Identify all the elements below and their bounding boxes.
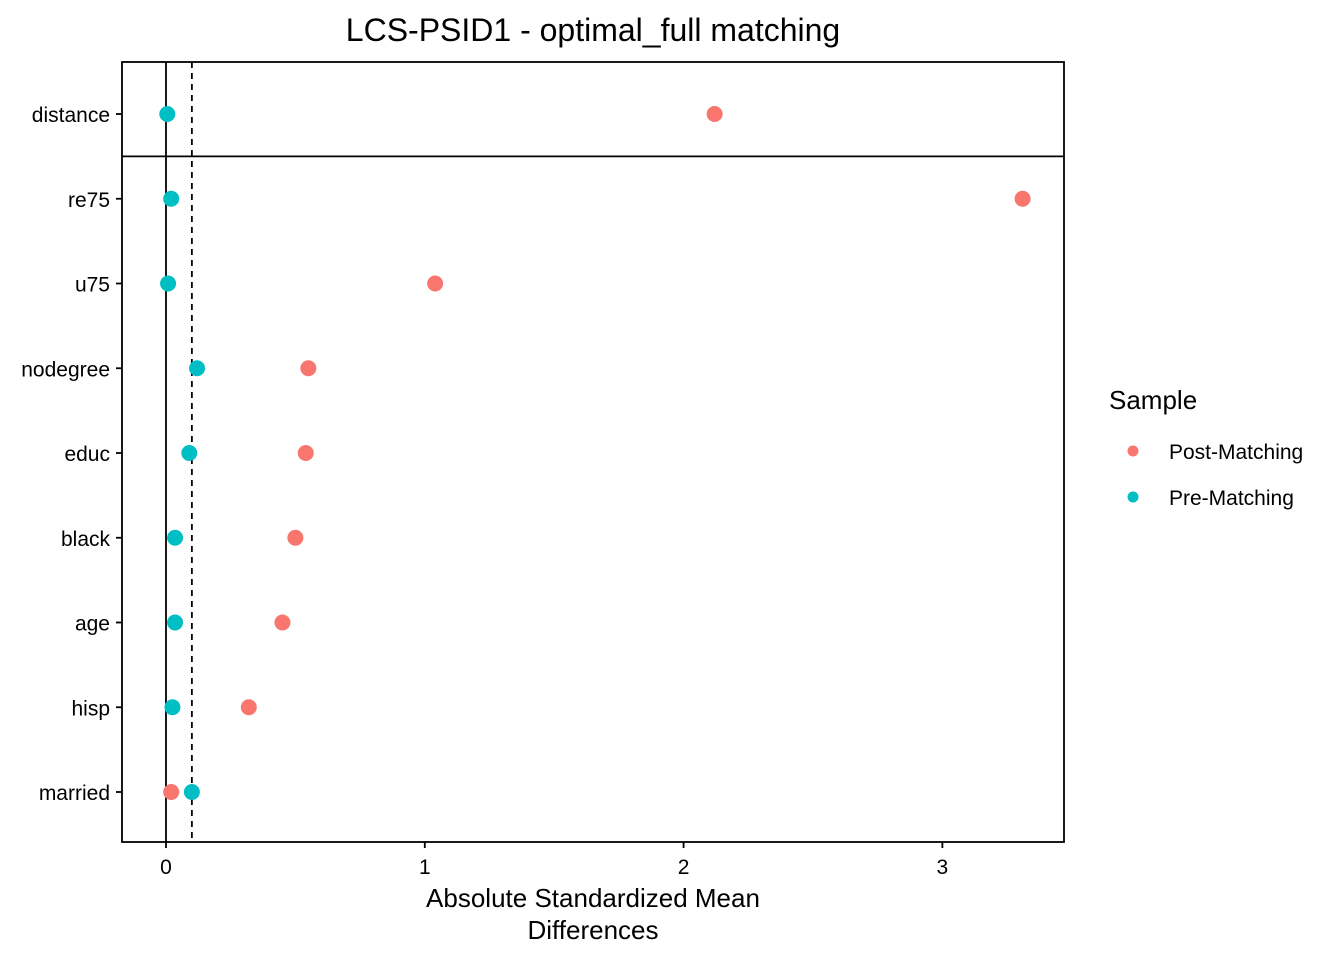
y-tick-label-distance: distance	[32, 104, 110, 127]
y-tick-label-re75: re75	[68, 189, 110, 212]
y-tick-label-educ: educ	[64, 443, 110, 466]
y-tick-label-black: black	[61, 528, 111, 551]
legend: Sample Post-Matching Pre-Matching	[1109, 385, 1303, 510]
point-pre-matching-hisp	[164, 699, 181, 716]
point-pre-matching-distance	[159, 106, 176, 122]
x-tick-label-1: 1	[419, 856, 431, 879]
x-tick-label-0: 0	[160, 856, 172, 879]
point-post-matching-distance	[706, 106, 723, 122]
point-pre-matching-married	[183, 784, 200, 800]
legend-label-pre-matching: Pre-Matching	[1169, 487, 1294, 510]
point-pre-matching-black	[167, 529, 184, 546]
point-pre-matching-age	[167, 614, 184, 631]
x-axis-title-line-2: Differences	[527, 915, 658, 945]
y-tick-label-hisp: hisp	[71, 697, 110, 720]
point-post-matching-educ	[297, 445, 314, 461]
x-axis-title-line-1: Absolute Standardized Mean	[426, 883, 760, 913]
x-tick-label-2: 2	[678, 856, 690, 879]
point-post-matching-black	[287, 529, 304, 546]
point-post-matching-married	[163, 784, 180, 800]
point-post-matching-age	[274, 614, 291, 631]
point-post-matching-u75	[427, 275, 444, 292]
plot-panel	[121, 61, 1065, 843]
legend-label-post-matching: Post-Matching	[1169, 441, 1303, 464]
point-post-matching-hisp	[240, 699, 257, 716]
legend-key-pre-matching	[1127, 491, 1139, 503]
point-pre-matching-re75	[163, 190, 180, 207]
point-post-matching-re75	[1014, 190, 1031, 207]
data-points	[159, 106, 1031, 800]
y-tick-label-married: married	[39, 782, 110, 805]
y-axis: distance re75 u75 nodegree educ black age hisp m…	[21, 104, 122, 805]
y-tick-label-u75: u75	[75, 274, 110, 297]
point-pre-matching-u75	[160, 275, 177, 292]
x-tick-label-3: 3	[937, 856, 949, 879]
y-tick-label-age: age	[75, 613, 110, 636]
legend-title: Sample	[1109, 385, 1197, 415]
legend-key-post-matching	[1127, 445, 1139, 457]
point-pre-matching-educ	[181, 445, 198, 461]
x-axis: 0 1 2 3	[160, 842, 948, 879]
y-tick-label-nodegree: nodegree	[21, 358, 110, 381]
point-post-matching-nodegree	[300, 360, 317, 377]
point-pre-matching-nodegree	[189, 360, 206, 377]
chart-title: LCS-PSID1 - optimal_full matching	[346, 12, 840, 48]
